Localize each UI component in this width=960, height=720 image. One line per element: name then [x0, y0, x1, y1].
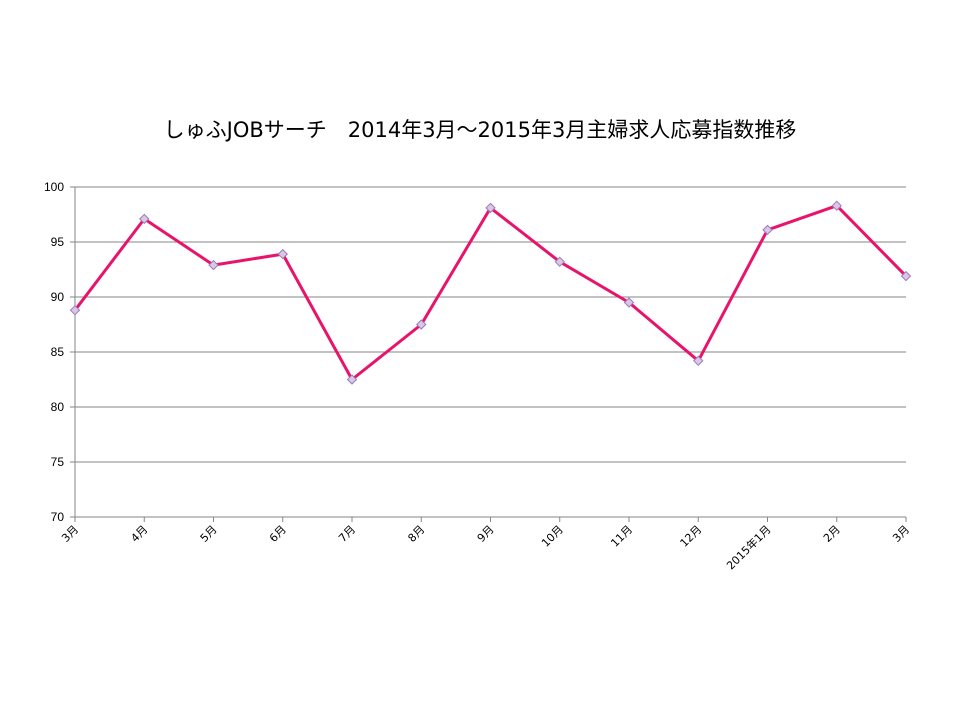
- data-point: [762, 224, 773, 236]
- gridlines: [75, 186, 906, 463]
- y-tick-label: 85: [51, 345, 65, 359]
- x-tick-label: 6月: [267, 523, 289, 545]
- data-point: [277, 248, 288, 260]
- y-tick-label: 75: [51, 455, 65, 469]
- y-tick-labels: 70 75 80 85 90 95 100: [44, 180, 64, 524]
- x-tick-label: 5月: [198, 523, 220, 545]
- series-line: [73, 204, 908, 381]
- data-point: [69, 304, 81, 316]
- x-tick-labels: 3月 4月 5月 6月 7月 8月 9月 10月 11月 12月 2015年1月 2月 3月: [59, 522, 912, 572]
- y-tick-label: 80: [51, 400, 65, 414]
- x-tick-label: 11月: [608, 523, 635, 550]
- data-point: [554, 256, 565, 268]
- chart-title: しゅふJOBサーチ 2014年3月～2015年3月主婦求人応募指数推移: [163, 118, 797, 142]
- data-point: [139, 213, 150, 225]
- x-tick-label: 8月: [405, 523, 427, 545]
- x-tick-label: 12月: [678, 523, 705, 550]
- data-point: [900, 270, 912, 282]
- data-point: [208, 259, 219, 271]
- data-point: [346, 374, 358, 385]
- x-tick-label: 9月: [475, 523, 497, 545]
- data-point: [831, 200, 842, 211]
- x-tick-label: 3月: [59, 523, 81, 545]
- x-tick-label: 3月: [890, 523, 912, 545]
- data-point: [416, 319, 427, 330]
- x-tick-label: 2月: [821, 523, 843, 545]
- y-tick-label: 95: [51, 235, 65, 249]
- data-point: [485, 202, 496, 214]
- axes: [70, 186, 907, 522]
- data-point: [693, 355, 704, 367]
- series-markers: [69, 200, 912, 385]
- series-line: [73, 204, 908, 381]
- y-tick-label: 100: [44, 180, 64, 194]
- x-tick-label: 2015年1月: [723, 522, 773, 572]
- y-tick-label: 90: [51, 290, 65, 304]
- x-tick-label: 10月: [539, 523, 566, 550]
- x-tick-label: 7月: [336, 523, 358, 545]
- x-tick-label: 4月: [128, 523, 150, 545]
- y-tick-label: 70: [51, 510, 65, 524]
- data-point: [623, 297, 635, 308]
